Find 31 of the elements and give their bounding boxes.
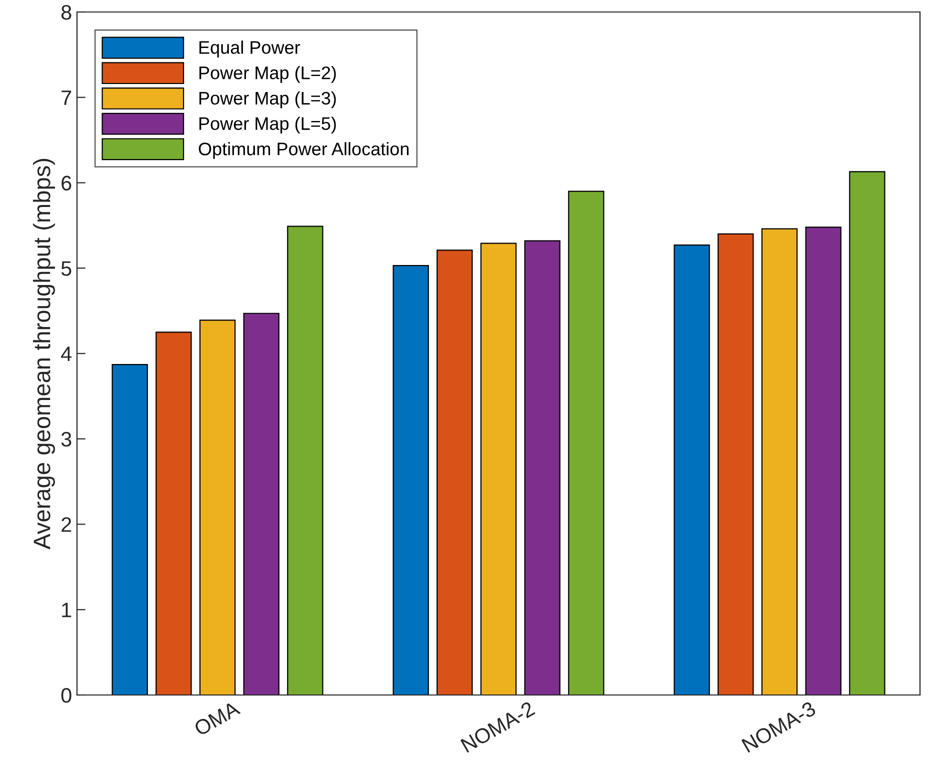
bar bbox=[156, 332, 192, 695]
y-tick-label: 1 bbox=[62, 602, 72, 618]
y-axis-title: Average geomean throughput (mbps) bbox=[32, 158, 55, 550]
legend-label: Power Map (L=2) bbox=[199, 66, 336, 83]
bar bbox=[761, 228, 798, 695]
legend-label: Power Map (L=3) bbox=[199, 91, 336, 108]
legend-label: Power Map (L=5) bbox=[199, 116, 336, 134]
bar bbox=[674, 244, 710, 695]
y-tick-label: 7 bbox=[62, 90, 72, 105]
bar bbox=[849, 171, 886, 695]
legend-label: Optimum Power Allocation bbox=[198, 142, 409, 159]
y-tick-label: 5 bbox=[61, 261, 72, 276]
bar bbox=[805, 226, 842, 695]
y-tick-label: 4 bbox=[61, 346, 72, 362]
y-tick-label: 3 bbox=[61, 432, 72, 447]
y-tick-label: 0 bbox=[61, 688, 72, 703]
x-tick-label: OMA bbox=[193, 700, 241, 736]
legend-label: Equal Power bbox=[199, 40, 300, 58]
bar bbox=[199, 320, 236, 695]
bar bbox=[718, 233, 754, 695]
bar bbox=[112, 364, 148, 695]
bar bbox=[243, 312, 280, 695]
y-tick-label: 8 bbox=[61, 5, 72, 20]
bar bbox=[480, 242, 517, 695]
bar bbox=[568, 190, 604, 695]
y-tick-label: 6 bbox=[62, 176, 72, 191]
bar bbox=[524, 240, 560, 695]
bar bbox=[436, 250, 473, 695]
y-tick-label: 2 bbox=[62, 517, 72, 532]
bar bbox=[287, 226, 324, 695]
bar bbox=[392, 265, 429, 695]
